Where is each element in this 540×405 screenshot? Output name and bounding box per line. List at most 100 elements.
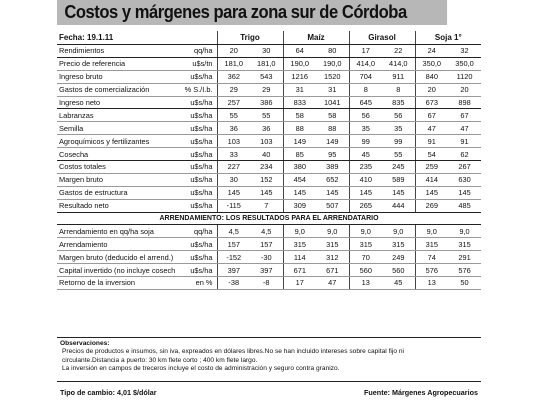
table-cell: 74: [414, 250, 449, 265]
table-row: Capital invertido (no incluye cosecha) u$…: [57, 263, 482, 278]
table-cell: 652: [316, 173, 350, 187]
table-cell: 362: [216, 70, 251, 84]
table-row: Retorno de la inversion en % -38 -8 17 47 13 45…: [57, 276, 482, 290]
table-cell: 840: [414, 70, 449, 84]
row-unit: u$s/ha: [175, 263, 218, 278]
row-label: Ingreso neto: [57, 96, 175, 110]
observations-box: Observaciones: Precios de productos e in…: [57, 337, 481, 382]
source-credit: Fuente: Márgenes Agropecuarios: [364, 388, 478, 397]
table-row: Margen bruto (deducido el arrend.) u$s/ha…: [57, 250, 482, 265]
table-cell: 64: [282, 44, 317, 58]
table-cell: 181,0: [216, 57, 251, 71]
table-cell: 13: [348, 276, 383, 290]
table-cell: 56: [382, 108, 416, 123]
table-cell: 103: [216, 134, 251, 149]
crop-header-girasol: Girasol: [348, 31, 416, 45]
table-cell: 227: [216, 160, 251, 174]
table-cell: -8: [250, 276, 284, 290]
table-cell: 35: [382, 121, 416, 136]
table-cell: 1120: [448, 70, 482, 84]
table-cell: 9,0: [382, 224, 416, 239]
table-cell: 29: [216, 83, 251, 97]
table-cell: 4,5: [250, 224, 284, 239]
table-cell: 36: [216, 121, 251, 136]
table-cell: 397: [250, 263, 284, 278]
table-cell: 309: [282, 199, 317, 213]
row-unit: u$s/ha: [175, 96, 218, 110]
row-label: Arrendamiento: [57, 237, 175, 252]
table-cell: 145: [250, 186, 284, 200]
observation-line: Precios de productos e insumos, sin iva,…: [62, 348, 404, 356]
table-cell: -115: [216, 199, 251, 213]
table-cell: 95: [316, 147, 350, 162]
table-row: Cosecha u$s/ha 33 40 85 95 45 55 54 62: [57, 147, 482, 162]
page-title: Costos y márgenes para zona sur de Córdo…: [57, 0, 448, 25]
table-cell: 397: [216, 263, 251, 278]
table-cell: 157: [250, 237, 284, 252]
table-cell: 315: [348, 237, 383, 252]
table-row: Rendimientos qq/ha 20 30 64 80 17 22 24 32: [57, 44, 482, 58]
crop-header-maiz: Maíz: [282, 31, 350, 45]
table-row: Arrendamiento en qq/ha soja qq/ha 4,5 4,5 9,…: [57, 224, 482, 239]
row-unit: en %: [175, 276, 218, 290]
table-cell: 145: [348, 186, 383, 200]
table-cell: 88: [316, 121, 350, 136]
observation-line: circulante.Distancia a puerto: 30 km fle…: [62, 356, 258, 364]
table-cell: 17: [282, 276, 317, 290]
table-cell: 444: [382, 199, 416, 213]
table-cell: 45: [348, 147, 383, 162]
table-cell: 145: [282, 186, 317, 200]
cost-table: Fecha: 19.1.11 Trigo Maíz Girasol Soja 1…: [57, 31, 482, 290]
table-cell: 67: [448, 108, 482, 123]
row-label: Cosecha: [57, 147, 175, 162]
table-cell: 312: [316, 250, 350, 265]
table-cell: 20: [448, 83, 482, 97]
row-unit: % S./I.b.: [175, 83, 218, 97]
table-cell: 149: [282, 134, 317, 149]
date-label: Fecha: 19.1.11: [57, 31, 218, 45]
table-cell: 414,0: [382, 57, 416, 71]
table-cell: 315: [316, 237, 350, 252]
table-row: Ingreso neto u$s/ha 257 386 833 1041 645 835 673…: [57, 96, 482, 110]
table-cell: 99: [382, 134, 416, 149]
table-cell: 58: [282, 108, 317, 123]
table-cell: 898: [448, 96, 482, 110]
table-cell: 9,0: [316, 224, 350, 239]
table-cell: 17: [348, 44, 383, 58]
table-cell: 85: [282, 147, 317, 162]
row-unit: u$s/ha: [175, 199, 218, 213]
table-cell: 386: [250, 96, 284, 110]
table-cell: 673: [414, 96, 449, 110]
row-unit: u$s/ha: [175, 147, 218, 162]
table-cell: 576: [414, 263, 449, 278]
table-cell: 9,0: [448, 224, 482, 239]
table-row: Gastos de comercialización% S./I.b. 29 29 3…: [57, 83, 482, 97]
table-cell: 58: [316, 108, 350, 123]
row-label: Retorno de la inversion: [57, 276, 175, 290]
table-cell: 30: [216, 173, 251, 187]
table-cell: 50: [448, 276, 482, 290]
table-cell: 911: [382, 70, 416, 84]
table-cell: 315: [414, 237, 449, 252]
row-unit: u$s/ha: [175, 121, 218, 136]
table-cell: 350,0: [414, 57, 449, 71]
row-label: Costos totales: [57, 160, 175, 174]
table-cell: 269: [414, 199, 449, 213]
table-cell: 454: [282, 173, 317, 187]
table-cell: 704: [348, 70, 383, 84]
table-cell: 29: [250, 83, 284, 97]
row-label: Margen bruto (deducido el arrend.): [57, 250, 175, 265]
table-cell: 181,0: [250, 57, 284, 71]
table-cell: 485: [448, 199, 482, 213]
observation-line: La inversión en campos de treceros inclu…: [62, 365, 340, 373]
table-cell: 389: [316, 160, 350, 174]
row-label: Gastos de estructura: [57, 186, 175, 200]
table-cell: 157: [216, 237, 251, 252]
table-cell: 40: [250, 147, 284, 162]
table-cell: 380: [282, 160, 317, 174]
table-cell: 22: [382, 44, 416, 58]
table-cell: 32: [448, 44, 482, 58]
table-cell: 671: [316, 263, 350, 278]
table-cell: 9,0: [282, 224, 317, 239]
table-cell: 645: [348, 96, 383, 110]
